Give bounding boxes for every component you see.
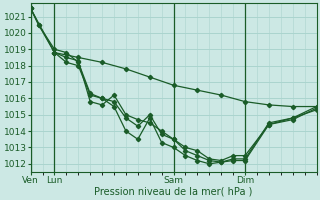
X-axis label: Pression niveau de la mer( hPa ): Pression niveau de la mer( hPa ) — [94, 187, 253, 197]
